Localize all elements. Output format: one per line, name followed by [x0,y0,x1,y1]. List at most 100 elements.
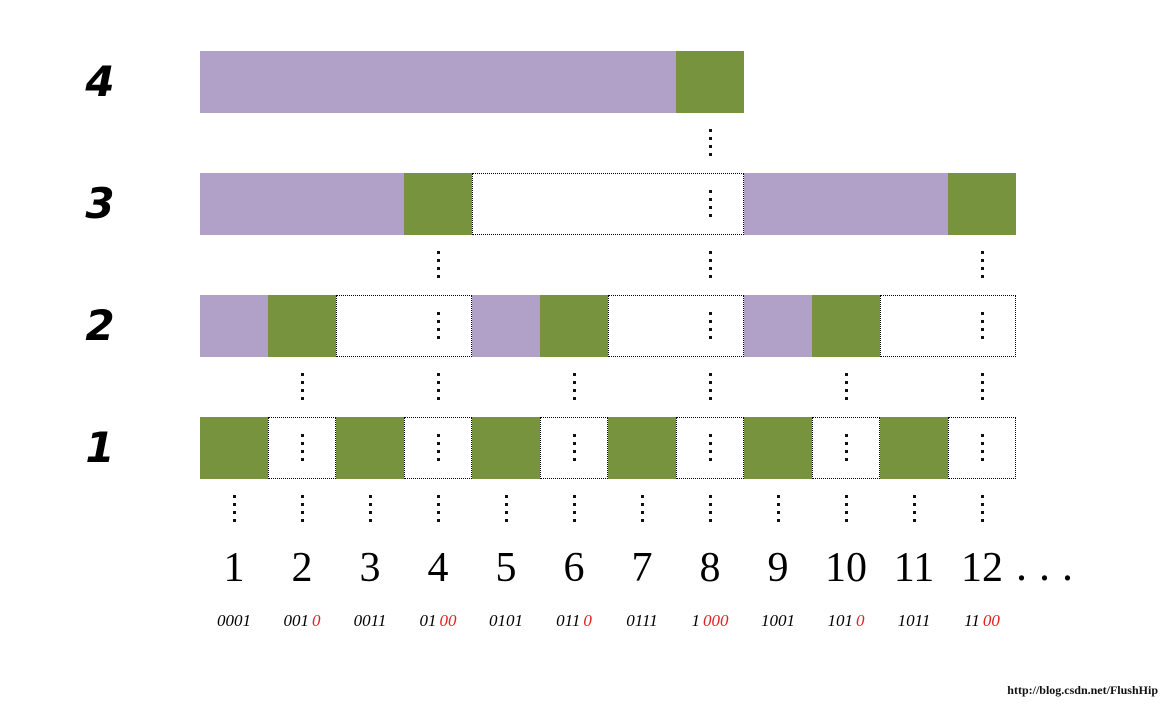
ellipsis-dot [436,373,440,376]
range-placeholder-box [608,295,744,357]
bar-segment-green [880,417,948,479]
ellipsis-dot [708,190,712,193]
binary-prefix: 0101 [489,611,523,630]
ellipsis-dot [300,458,304,461]
vertical-ellipsis [980,312,984,339]
ellipsis-dot [776,519,780,522]
ellipsis-dot [980,511,984,514]
vertical-ellipsis [980,495,984,522]
range-placeholder-box [336,295,472,357]
ellipsis-dot [436,458,440,461]
ellipsis-dot [232,511,236,514]
vertical-ellipsis [436,312,440,339]
binary-code-3: 0011 [332,612,408,630]
ellipsis-dot [300,434,304,437]
ellipsis-dot [436,442,440,445]
ellipsis-dot [504,519,508,522]
ellipsis-dot [368,519,372,522]
ellipsis-dot [436,259,440,262]
vertical-ellipsis [708,495,712,522]
bar-segment-green [812,295,880,357]
ellipsis-dot [436,450,440,453]
vertical-ellipsis [300,373,304,400]
ellipsis-dot [980,373,984,376]
ellipsis-dot [912,503,916,506]
vertical-ellipsis [572,495,576,522]
bar-segment-green [404,173,472,235]
ellipsis-dot [708,206,712,209]
bar-segment-green [472,417,540,479]
ellipsis-dot [436,511,440,514]
ellipsis-dot [844,442,848,445]
row-label-2: 2 [85,301,115,350]
index-number-1: 1 [223,545,245,591]
ellipsis-dot [300,389,304,392]
ellipsis-dot [980,442,984,445]
watermark-url: http://blog.csdn.net/FlushHip [1007,683,1158,697]
ellipsis-dot [640,503,644,506]
ellipsis-dot [436,389,440,392]
binary-prefix: 1011 [897,611,931,630]
range-placeholder-box [268,417,336,479]
ellipsis-dot [708,312,712,315]
binary-prefix: 0001 [217,611,251,630]
range-placeholder-box [676,417,744,479]
vertical-ellipsis [436,434,440,461]
ellipsis-dot [572,450,576,453]
index-number-6: 6 [563,545,585,591]
ellipsis-dot [708,336,712,339]
ellipsis-dot [300,442,304,445]
vertical-ellipsis [708,251,712,278]
ellipsis-dot [708,153,712,156]
range-placeholder-box [948,417,1016,479]
binary-lowbit-zeros: 00 [982,611,1000,630]
ellipsis-dot [708,320,712,323]
ellipsis-dot [708,259,712,262]
binary-code-9: 1001 [740,612,816,630]
ellipsis-dot [572,503,576,506]
index-number-8: 8 [699,545,721,591]
ellipsis-dot [368,503,372,506]
ellipsis-dot [844,458,848,461]
vertical-ellipsis [436,495,440,522]
ellipsis-dot [300,397,304,400]
ellipsis-dot [708,450,712,453]
index-number-9: 9 [767,545,789,591]
vertical-ellipsis [980,251,984,278]
binary-lowbit-zeros: 000 [703,611,729,630]
vertical-ellipsis [436,251,440,278]
index-number-11: 11 [893,545,935,591]
ellipsis-dot [980,267,984,270]
ellipsis-dot [300,503,304,506]
ellipsis-dot [980,328,984,331]
range-placeholder-box [880,295,1016,357]
bar-segment-purple [200,173,404,235]
ellipsis-dot [708,458,712,461]
binary-lowbit-zeros: 0 [312,611,321,630]
ellipsis-dot [436,275,440,278]
ellipsis-dot [844,511,848,514]
ellipsis-dot [980,458,984,461]
ellipsis-dot [708,267,712,270]
row-label-1: 1 [85,423,115,472]
ellipsis-dot [436,251,440,254]
binary-code-8: 1 000 [672,612,748,630]
index-number-2: 2 [291,545,313,591]
ellipsis-dot [844,389,848,392]
binary-prefix: 101 [827,611,854,630]
binary-prefix: 001 [283,611,310,630]
vertical-ellipsis [708,373,712,400]
ellipsis-dot [436,312,440,315]
ellipsis-dot [640,511,644,514]
row-label-3: 3 [85,179,115,228]
vertical-ellipsis [232,495,236,522]
index-number-12: 12 [961,545,1003,591]
ellipsis-dot [980,495,984,498]
ellipsis-dot [368,495,372,498]
vertical-ellipsis [708,312,712,339]
ellipsis-dot [572,373,576,376]
ellipsis-dot [708,129,712,132]
vertical-ellipsis [912,495,916,522]
ellipsis-dot [572,495,576,498]
